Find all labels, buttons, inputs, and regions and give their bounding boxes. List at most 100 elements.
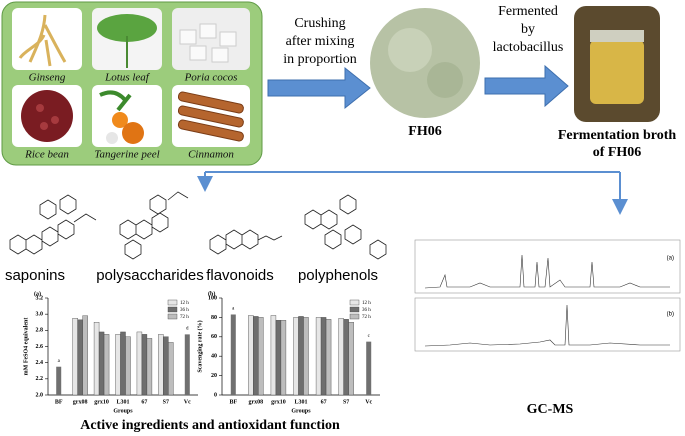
significance-letter: a [232,307,235,312]
x-tick-label: BF [229,399,237,405]
bar [72,318,78,396]
bar [343,319,349,396]
step-text: by [521,22,535,37]
compound-label: flavonoids [206,267,274,284]
ingredient-images [12,8,250,147]
x-tick-label: Vc [365,399,372,405]
x-tick-label: L301 [294,399,307,405]
x-axis-label: Groups [113,408,133,414]
compound-label: saponins [5,267,65,284]
panel-label: (a) [34,290,41,297]
x-tick-label: 67 [321,399,327,405]
significance-letter: d [186,327,189,332]
bar [146,338,153,396]
molecule-structures [9,191,387,260]
y-tick-label: 100 [208,295,217,301]
x-tick-label: grx10 [94,399,109,405]
gcms-panel-label: (a) [667,256,674,262]
y-tick-label: 40 [211,354,217,360]
ingredient-label: Ginseng [29,72,66,84]
powder-label: FH06 [408,124,441,139]
legend-label: 36 h [362,308,371,313]
bar [163,336,169,396]
bar [230,314,236,395]
legend-label: 72 h [362,315,371,320]
y-axis-label: Scavenging rate (%) [196,320,203,372]
gcms-chromatograms [414,239,681,352]
bar [136,331,143,396]
y-tick-label: 2.2 [36,376,44,382]
x-tick-label: grx10 [271,399,286,405]
bar [270,315,277,396]
bar [366,341,372,395]
bar [248,315,254,396]
legend-label: 12 h [180,301,189,306]
bar [258,317,264,396]
bar [115,334,121,396]
step-text: after mixing [286,34,355,49]
bar [98,331,105,396]
ingredient-label: Tangerine peel [94,149,159,161]
step-text: Fermented [498,4,558,19]
bar [275,320,282,396]
x-tick-label: Vc [184,399,191,405]
panel-label: (b) [208,290,215,297]
legend-swatch [167,306,178,313]
bar [93,322,100,396]
x-tick-label: S7 [343,399,349,405]
bar [184,334,190,395]
y-axis-label: mM FeSO4 equivalent [23,318,29,376]
bar [82,315,88,396]
bar [293,317,299,396]
y-tick-label: 3.0 [36,312,44,318]
legend-swatch [349,313,360,320]
y-tick-label: 2.8 [36,328,44,334]
bar [158,334,164,396]
gcms-label: GC-MS [527,402,574,417]
legend-label: 36 h [180,308,189,313]
bar [303,317,309,396]
bar [77,319,83,396]
significance-letter: a [58,359,61,364]
powder-texture [427,62,463,98]
y-tick-label: 0 [214,392,217,398]
bar [56,366,62,395]
bar [348,322,354,396]
bar [120,331,126,396]
x-tick-label: grx08 [73,399,88,405]
process-arrow [267,66,371,110]
significance-letter: c [368,334,371,339]
ingredient-label: Poria cocos [184,72,238,84]
bar [320,317,327,396]
bar [325,319,332,396]
y-tick-label: 60 [211,334,217,340]
bar [141,334,148,396]
process-arrow [484,64,569,108]
compound-label: polyphenols [298,267,378,284]
vial-rim [590,30,644,42]
bar [298,316,304,396]
legend-swatch [349,306,360,313]
y-tick-label: 2.0 [36,392,44,398]
broth-label: Fermentation broth [558,128,677,143]
bar [253,316,259,396]
step-text: Crushing [294,16,345,31]
bar-charts: 2.0 2.2 2.4 2.6 2.8 3.0 3.2(a) mM FeSO4 equival… [23,290,380,414]
compound-label: polysaccharides [96,267,204,284]
y-tick-label: 2.4 [36,360,44,366]
caption: Active ingredients and antioxidant funct… [80,418,340,433]
legend-swatch [349,299,360,306]
x-tick-label: 67 [141,399,147,405]
broth-label: of FH06 [593,145,642,160]
bar [280,320,287,396]
legend-swatch [167,313,178,320]
bar [338,318,344,396]
x-axis-label: Groups [291,408,311,414]
bar [168,342,174,396]
legend-swatch [167,299,178,306]
y-tick-label: 80 [211,315,217,321]
legend-label: 72 h [180,315,189,320]
step-text: in proportion [283,52,357,67]
y-tick-label: 3.2 [36,295,44,301]
x-tick-label: grx08 [249,399,264,405]
